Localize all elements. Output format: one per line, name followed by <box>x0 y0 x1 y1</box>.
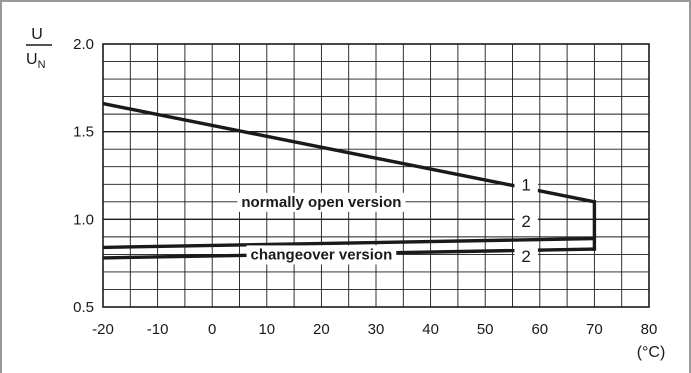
y-axis-denominator-text: U <box>26 51 38 68</box>
x-tick-label: 0 <box>208 321 216 338</box>
y-axis-denominator-sub: N <box>38 59 46 71</box>
x-axis-unit: (°C) <box>637 344 666 361</box>
x-tick-label: 10 <box>258 321 275 338</box>
annotation-1: normally open version <box>241 194 401 211</box>
tick-labels: -20 -10 0 10 20 30 40 50 60 70 80 0.5 1.0 1.5 2.0 <box>73 36 657 338</box>
curve-number-background <box>514 247 538 267</box>
y-axis-numerator: U <box>31 26 43 43</box>
x-tick-label: 70 <box>586 321 603 338</box>
y-axis-denominator: UN <box>26 51 46 71</box>
annotation-2: changeover version <box>251 246 393 263</box>
curve-number-label-3: 2 <box>521 247 530 266</box>
y-tick-label: 2.0 <box>73 36 94 53</box>
curve-number-background <box>514 175 538 195</box>
labels: normally open version changeover version 1… <box>237 175 538 267</box>
curve-number-label-1: 1 <box>521 175 530 194</box>
x-tick-label: 40 <box>422 321 439 338</box>
series-line-1 <box>102 101 595 204</box>
x-tick-label: 80 <box>641 321 658 338</box>
curve-number-label-2: 2 <box>521 212 530 231</box>
annotation-background <box>237 192 406 212</box>
y-tick-label: 1.0 <box>73 211 94 228</box>
x-tick-label: 50 <box>477 321 494 338</box>
grid <box>103 44 649 307</box>
curve-number-background <box>514 212 538 232</box>
plot-border <box>102 43 650 308</box>
x-tick-label: 60 <box>531 321 548 338</box>
x-tick-label: 20 <box>313 321 330 338</box>
annotation-background <box>246 245 397 265</box>
x-tick-label: -10 <box>147 321 169 338</box>
x-tick-label: -20 <box>92 321 114 338</box>
x-tick-label: 30 <box>368 321 385 338</box>
y-axis-label: U UN <box>26 26 52 71</box>
y-tick-label: 0.5 <box>73 299 94 316</box>
y-tick-label: 1.5 <box>73 124 94 141</box>
series-line-2 <box>102 236 595 250</box>
